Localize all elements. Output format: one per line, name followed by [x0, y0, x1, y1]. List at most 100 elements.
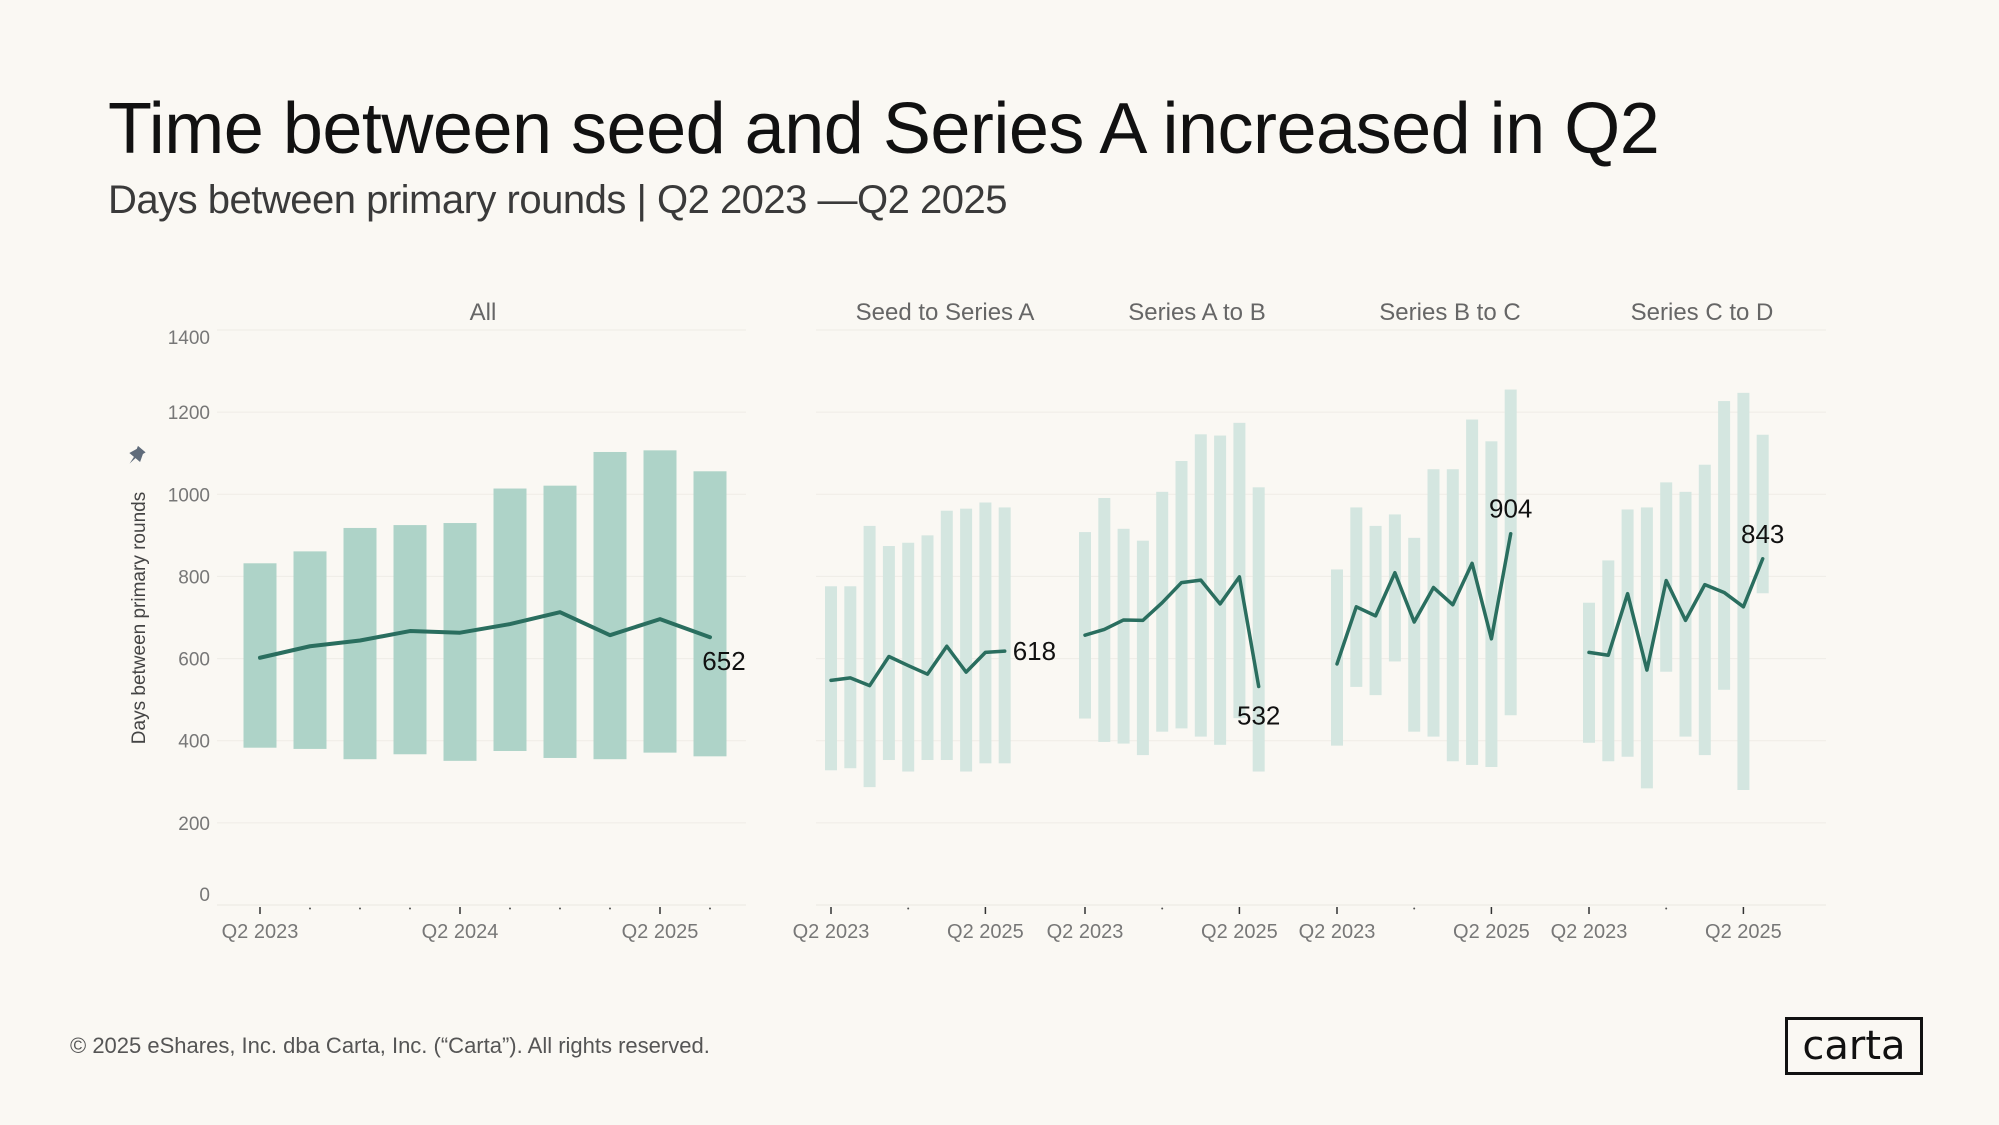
chart-marks — [243, 389, 1769, 914]
range-bar — [1446, 469, 1459, 762]
end-value-label: 532 — [1237, 701, 1280, 731]
range-bar — [1660, 482, 1673, 672]
x-tick-label: Q2 2023 — [1047, 921, 1124, 943]
range-bar — [443, 523, 477, 761]
range-bar — [1194, 434, 1207, 737]
range-bar — [1679, 491, 1692, 737]
end-value-label: 843 — [1741, 519, 1784, 549]
range-bar — [593, 451, 627, 760]
x-tick-label: Q2 2025 — [1453, 921, 1530, 943]
range-bar — [1098, 497, 1111, 742]
facet-title: Series B to C — [1379, 299, 1520, 326]
range-bar — [1640, 507, 1653, 789]
y-axis-title: Days between primary rounds — [129, 492, 150, 744]
range-bar — [1388, 514, 1401, 662]
range-bar — [543, 485, 577, 758]
median-line — [829, 644, 1007, 688]
page-title: Time between seed and Series A increased… — [108, 89, 1660, 169]
range-bar — [1408, 537, 1421, 732]
x-tick-label: Q2 2025 — [1705, 921, 1782, 943]
y-tick-label: 1200 — [168, 403, 210, 424]
range-bar — [1737, 392, 1750, 790]
range-bar — [1175, 461, 1188, 729]
range-bar — [1214, 435, 1227, 745]
end-value-label: 652 — [702, 646, 745, 676]
facet-title: Seed to Series A — [856, 299, 1035, 326]
range-bar — [1466, 419, 1479, 765]
median-line — [258, 610, 712, 660]
y-tick-label: 1000 — [168, 485, 210, 506]
x-minor-tick — [609, 907, 611, 910]
x-minor-tick — [1413, 907, 1416, 910]
carta-logo: carta — [1785, 1017, 1923, 1075]
median-line — [1083, 575, 1261, 689]
range-bar — [979, 502, 992, 764]
x-minor-tick — [509, 907, 511, 910]
range-bar — [998, 507, 1011, 764]
y-tick-label: 400 — [178, 732, 210, 753]
x-tick-label: Q2 2023 — [222, 921, 299, 943]
range-bar — [1504, 389, 1517, 716]
range-bar — [1602, 560, 1615, 762]
chart-labels: 0 200 400 600 800 1000 1200 1400 All 652 Q2 2023 Q2… — [168, 299, 1785, 943]
range-bar — [825, 586, 837, 771]
range-bar — [1698, 464, 1711, 756]
range-bar — [960, 508, 973, 772]
x-tick-label: Q2 2024 — [422, 921, 499, 943]
x-tick-label: Q2 2023 — [793, 921, 870, 943]
range-bar — [1331, 569, 1343, 746]
range-bar — [1233, 422, 1246, 719]
range-bar — [1718, 401, 1731, 690]
x-minor-tick — [709, 907, 711, 910]
y-tick-label: 600 — [178, 650, 210, 671]
y-tick-label: 0 — [199, 885, 210, 906]
x-tick-label: Q2 2025 — [622, 921, 699, 943]
copyright-text: © 2025 eShares, Inc. dba Carta, Inc. (“C… — [70, 1033, 710, 1058]
range-bar — [1079, 532, 1091, 719]
y-tick-label: 800 — [178, 567, 210, 588]
logo-text: carta — [1802, 1023, 1906, 1069]
facet-title: Series A to B — [1128, 299, 1265, 326]
page-subtitle: Days between primary rounds | Q2 2023 —Q… — [108, 178, 1008, 222]
range-bar — [1427, 469, 1440, 737]
end-value-label: 618 — [1013, 636, 1056, 666]
range-bar — [1156, 491, 1169, 732]
range-bar — [921, 535, 934, 761]
median-line — [1587, 557, 1765, 672]
facet-title: All — [470, 299, 497, 326]
range-bar — [1350, 507, 1363, 687]
facet-title: Series C to D — [1631, 299, 1774, 326]
x-minor-tick — [1665, 907, 1668, 910]
range-bar — [1252, 487, 1265, 772]
range-bar — [1583, 602, 1595, 743]
range-bar — [393, 525, 427, 755]
range-bar — [1621, 509, 1634, 757]
range-bar — [1485, 441, 1498, 767]
range-bar — [1756, 434, 1769, 594]
y-tick-label: 1400 — [168, 328, 210, 349]
range-bar — [863, 525, 876, 788]
x-minor-tick — [409, 907, 411, 910]
median-line — [1335, 531, 1513, 666]
range-bar — [643, 450, 677, 753]
range-bar — [693, 471, 727, 757]
x-minor-tick — [559, 907, 561, 910]
end-value-label: 904 — [1489, 494, 1532, 524]
x-minor-tick — [309, 907, 311, 910]
x-tick-label: Q2 2025 — [947, 921, 1024, 943]
x-minor-tick — [907, 907, 910, 910]
y-tick-label: 200 — [178, 814, 210, 835]
range-bar — [882, 546, 895, 761]
pin-icon[interactable] — [124, 445, 147, 469]
x-tick-label: Q2 2023 — [1551, 921, 1628, 943]
x-tick-label: Q2 2023 — [1299, 921, 1376, 943]
x-minor-tick — [1161, 907, 1164, 910]
range-bar — [1117, 528, 1130, 744]
x-tick-label: Q2 2025 — [1201, 921, 1278, 943]
range-bar — [940, 510, 953, 761]
range-bar — [902, 542, 915, 772]
range-bar — [1136, 540, 1149, 756]
range-bar — [1369, 525, 1382, 696]
x-minor-tick — [359, 907, 361, 910]
